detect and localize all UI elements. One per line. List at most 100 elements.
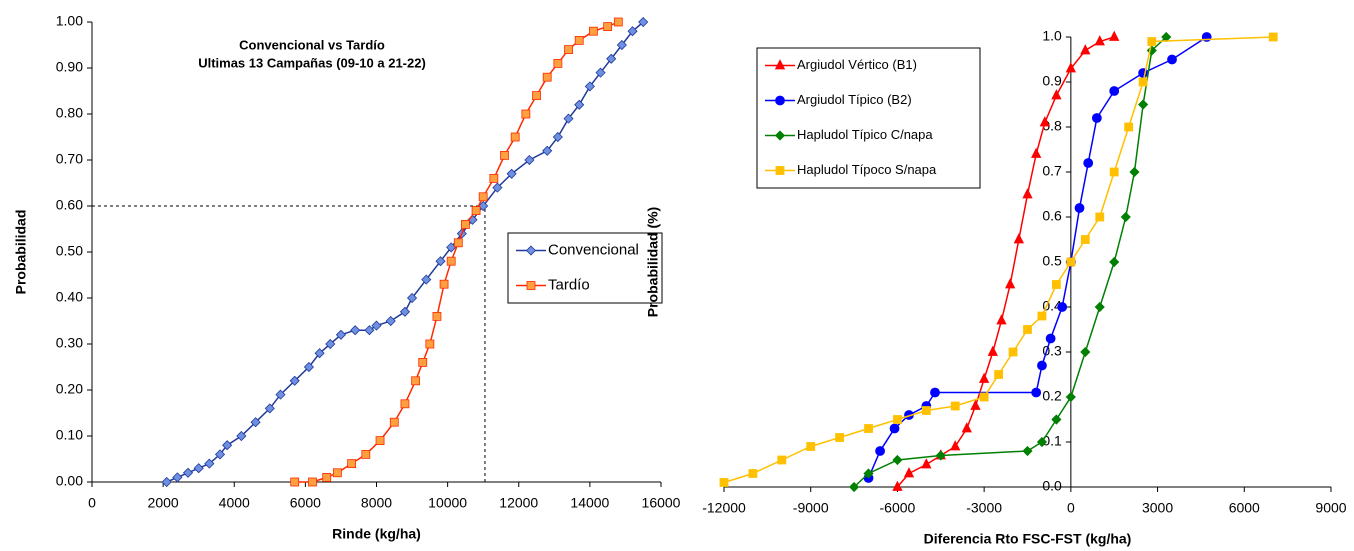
legend-label: Argiudol Típico (B2) [797, 92, 912, 107]
y-tick-label: 0.30 [56, 335, 83, 351]
marker [889, 423, 900, 434]
marker [627, 26, 638, 37]
x-axis-title: Diferencia Rto FSC-FST (kg/ha) [924, 531, 1132, 547]
marker [1091, 113, 1102, 123]
marker [361, 449, 371, 459]
marker [961, 422, 972, 433]
y-tick-label: 0.4 [1042, 298, 1062, 314]
marker [1167, 54, 1177, 65]
marker [371, 320, 382, 331]
marker [161, 476, 172, 488]
marker [204, 458, 215, 469]
marker [719, 478, 729, 487]
y-tick-label: 0.90 [56, 59, 83, 75]
marker [1138, 77, 1148, 87]
marker [921, 458, 932, 469]
marker [777, 455, 787, 465]
marker [1129, 166, 1140, 178]
marker [418, 357, 428, 367]
marker [875, 446, 885, 456]
marker [399, 306, 411, 317]
marker [364, 325, 375, 336]
marker [638, 16, 649, 28]
marker [564, 45, 573, 54]
x-tick-label: 0 [1067, 500, 1075, 516]
marker [589, 26, 598, 36]
marker [275, 389, 286, 400]
marker [1080, 346, 1091, 358]
marker [1023, 325, 1032, 334]
x-tick-label: 6000 [290, 495, 321, 511]
marker [616, 39, 627, 51]
marker [347, 459, 357, 469]
marker [921, 406, 931, 415]
x-tick-label: 4000 [219, 495, 250, 511]
marker [289, 375, 300, 386]
y-tick-label: 0.9 [1042, 73, 1062, 89]
marker [432, 311, 442, 321]
marker [950, 401, 960, 411]
legend-marker [775, 95, 785, 106]
marker [1031, 147, 1042, 158]
marker [526, 281, 536, 290]
marker [524, 154, 535, 166]
series [892, 30, 1120, 491]
marker [994, 370, 1003, 379]
y-tick-label: 0.2 [1042, 388, 1062, 404]
marker [1008, 347, 1018, 357]
marker [521, 109, 531, 119]
marker [1057, 302, 1068, 312]
marker [1074, 203, 1085, 213]
marker [446, 256, 456, 266]
x-tick-label: -12000 [702, 500, 746, 516]
marker [250, 417, 261, 428]
marker [930, 387, 940, 398]
marker [835, 433, 845, 442]
marker [172, 472, 183, 483]
marker [489, 173, 499, 183]
marker [314, 348, 325, 359]
marker [775, 95, 785, 106]
marker [935, 450, 946, 461]
marker [1120, 211, 1131, 223]
marker [1080, 235, 1090, 244]
x-tick-label: -6000 [880, 500, 916, 516]
marker [553, 59, 563, 68]
marker [748, 469, 758, 478]
marker [1094, 35, 1105, 46]
marker [471, 206, 481, 216]
x-tick-label: 14000 [570, 495, 609, 511]
legend-marker [525, 245, 537, 256]
marker [214, 449, 226, 460]
x-tick-label: 8000 [361, 495, 392, 511]
marker [506, 168, 517, 179]
marker [806, 442, 816, 451]
marker [308, 477, 317, 487]
series [719, 32, 1278, 487]
x-tick-label: 3000 [1142, 500, 1173, 516]
y-tick-label: 0.6 [1042, 208, 1062, 224]
marker [1109, 86, 1120, 96]
marker [322, 472, 332, 482]
marker [542, 72, 552, 82]
marker [606, 53, 617, 64]
marker [1005, 278, 1016, 289]
x-tick-label: 2000 [148, 495, 179, 511]
marker [1022, 445, 1033, 457]
marker [1037, 311, 1047, 321]
marker [406, 292, 418, 304]
marker [893, 415, 902, 424]
marker [1109, 256, 1120, 268]
marker [1037, 360, 1047, 371]
marker [182, 467, 194, 478]
y-tick-label: 0.0 [1042, 478, 1062, 494]
marker [978, 372, 990, 383]
x-tick-label: 10000 [428, 495, 467, 511]
marker [264, 403, 275, 414]
marker [500, 150, 509, 160]
marker [1031, 387, 1042, 398]
marker [849, 481, 860, 493]
marker [892, 480, 903, 491]
marker [1052, 280, 1061, 289]
marker [478, 200, 489, 212]
